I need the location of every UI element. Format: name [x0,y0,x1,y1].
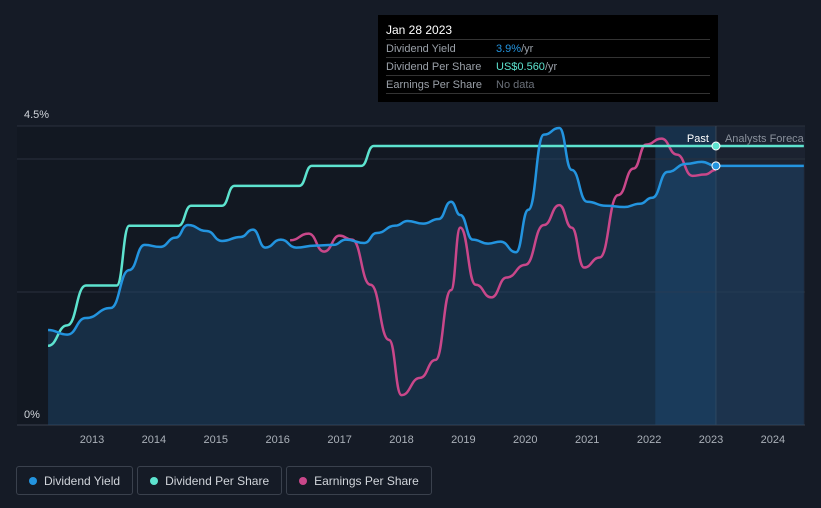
dividend-yield-area [48,127,804,425]
past-label: Past [687,133,709,145]
x-tick-label: 2016 [265,434,289,446]
earnings-per-share-line [289,137,717,397]
value: No data [496,78,535,91]
label: Dividend Per Share [386,60,482,73]
dividend-per-share-line [47,144,804,348]
dividend-yield-marker [711,161,721,171]
x-tick-label: 2014 [142,434,166,446]
label: Earnings Per Share [314,473,419,488]
label: Earnings Per Share [386,78,482,91]
dot-icon [29,476,37,485]
legend-earnings-per-share[interactable]: Earnings Per Share [286,466,432,495]
dividend-per-share-marker [711,141,721,151]
legend: Dividend Yield Dividend Per Share Earnin… [16,466,432,495]
tooltip-date: Jan 28 2023 [386,21,710,40]
value: 3.9% [496,42,522,55]
x-tick-label: 2022 [637,434,661,446]
legend-dividend-yield[interactable]: Dividend Yield [16,466,134,495]
forecast-region [715,126,805,425]
x-tick-label: 2017 [327,434,351,446]
dot-icon [150,476,159,485]
x-tick-label: 2020 [513,434,537,446]
label: Dividend Yield [44,473,121,488]
tooltip-row-yield: Dividend Yield 3.9% /yr [386,40,710,58]
chart: 4.5% 0% 2013 2014 2015 2016 2017 2018 2019 2020 20… [17,109,805,446]
x-tick-label: 2023 [699,434,723,446]
label: Dividend Yield [386,42,456,55]
forecast-label: Analysts Foreca [725,133,805,145]
unit: /yr [521,42,534,55]
label: Dividend Per Share [165,473,270,488]
value: US$0.560 [496,60,545,73]
unit: /yr [544,60,558,73]
tooltip: Jan 28 2023 Dividend Yield 3.9% /yr Divid… [378,15,718,102]
plot-background [17,126,716,425]
y-tick-label: 4.5% [24,109,49,121]
x-tick-label: 2018 [389,434,413,446]
tooltip-row-dps: Dividend Per Share US$0.560 /yr [386,58,710,76]
legend-dividend-per-share[interactable]: Dividend Per Share [137,466,283,495]
x-tick-label: 2021 [575,434,599,446]
y-tick-label: 0% [24,409,40,421]
x-tick-label: 2015 [204,434,228,446]
past-highlight-band [655,126,716,425]
dividend-yield-line [48,126,804,336]
x-tick-label: 2019 [451,434,475,446]
x-tick-label: 2013 [80,434,104,446]
tooltip-row-eps: Earnings Per Share No data [386,76,710,94]
x-tick-label: 2024 [761,434,785,446]
dot-icon [299,476,308,485]
